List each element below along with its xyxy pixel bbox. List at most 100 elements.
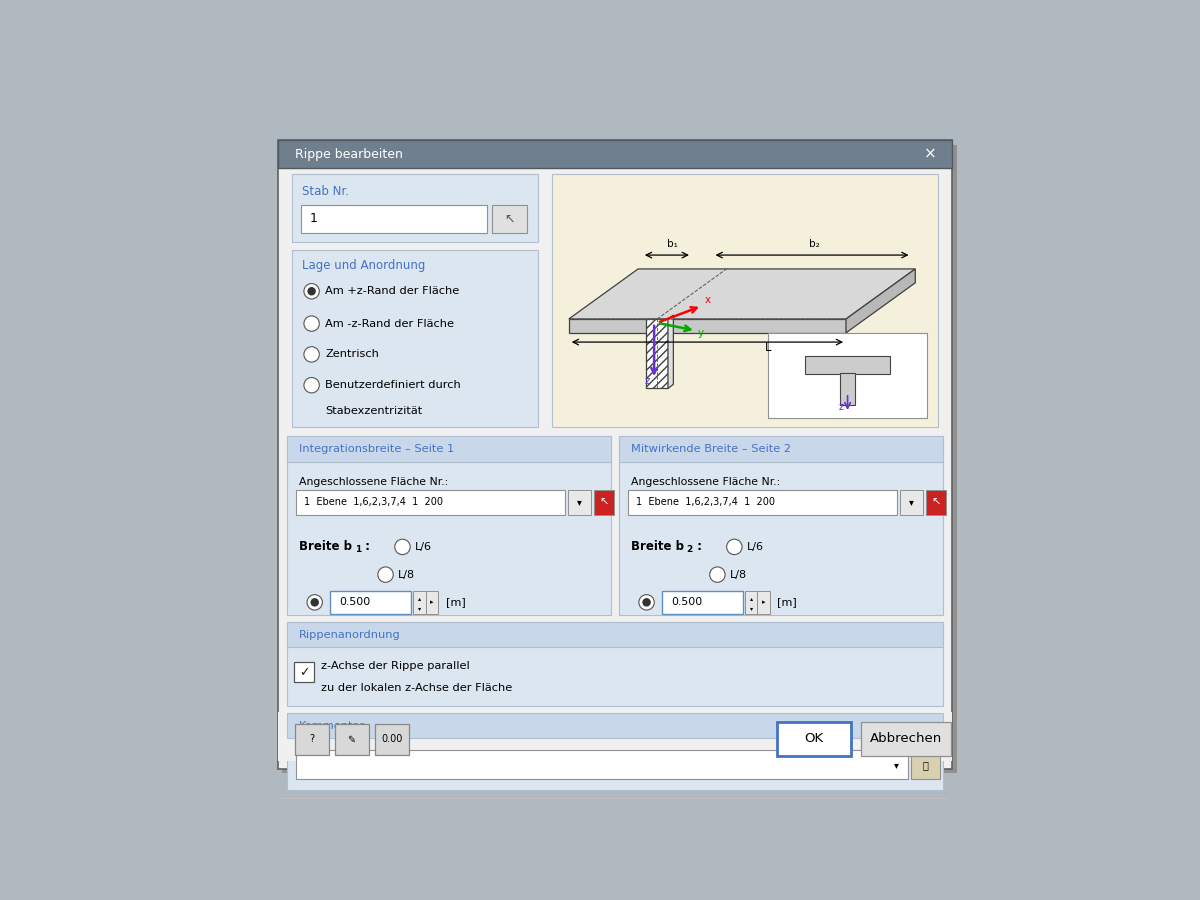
Text: Rippenanordnung: Rippenanordnung bbox=[299, 630, 401, 640]
Bar bbox=[287, 623, 943, 647]
Bar bbox=[287, 623, 943, 706]
Text: ×: × bbox=[924, 147, 937, 162]
Text: L/6: L/6 bbox=[746, 542, 763, 552]
Text: Breite b: Breite b bbox=[631, 540, 684, 554]
Circle shape bbox=[378, 567, 394, 582]
Bar bbox=[287, 436, 611, 615]
Bar bbox=[426, 590, 438, 614]
Text: z: z bbox=[644, 376, 650, 386]
Circle shape bbox=[395, 539, 410, 554]
Bar bbox=[900, 490, 923, 515]
Text: ↖: ↖ bbox=[931, 497, 941, 508]
Bar bbox=[662, 590, 743, 614]
Text: ▾: ▾ bbox=[418, 606, 421, 611]
Circle shape bbox=[727, 539, 742, 554]
Text: 📋: 📋 bbox=[923, 760, 929, 770]
Text: :: : bbox=[361, 540, 370, 554]
Text: ?: ? bbox=[310, 734, 314, 744]
Text: Angeschlossene Fläche Nr.:: Angeschlossene Fläche Nr.: bbox=[631, 477, 780, 487]
Text: 0.500: 0.500 bbox=[340, 598, 371, 608]
Bar bbox=[776, 722, 851, 756]
Bar bbox=[374, 724, 409, 755]
Text: Am +z-Rand der Fläche: Am +z-Rand der Fläche bbox=[325, 286, 460, 296]
Bar bbox=[292, 249, 538, 427]
Text: [m]: [m] bbox=[778, 598, 797, 608]
Bar bbox=[292, 175, 538, 242]
Bar bbox=[805, 356, 890, 374]
Text: Am -z-Rand der Fläche: Am -z-Rand der Fläche bbox=[325, 319, 455, 328]
Circle shape bbox=[638, 595, 654, 610]
Polygon shape bbox=[569, 269, 916, 319]
Text: Stabexzentrizität: Stabexzentrizität bbox=[325, 407, 422, 417]
Bar bbox=[287, 713, 943, 738]
Text: L: L bbox=[766, 341, 772, 355]
Bar bbox=[295, 724, 329, 755]
Bar bbox=[619, 436, 943, 463]
Text: 1: 1 bbox=[310, 212, 318, 225]
Bar bbox=[413, 590, 426, 614]
Text: 1  Ebene  1,6,2,3,7,4  1  200: 1 Ebene 1,6,2,3,7,4 1 200 bbox=[636, 497, 775, 508]
Bar bbox=[330, 590, 410, 614]
Text: ▸: ▸ bbox=[430, 599, 433, 606]
Bar bbox=[568, 490, 592, 515]
Bar bbox=[282, 145, 956, 773]
Text: 1  Ebene  1,6,2,3,7,4  1  200: 1 Ebene 1,6,2,3,7,4 1 200 bbox=[304, 497, 443, 508]
Text: Rippe bearbeiten: Rippe bearbeiten bbox=[295, 148, 402, 161]
Text: Kommentar: Kommentar bbox=[299, 721, 366, 731]
Text: ↖: ↖ bbox=[504, 212, 515, 225]
Text: z-Achse der Rippe parallel: z-Achse der Rippe parallel bbox=[320, 662, 469, 671]
Bar bbox=[277, 712, 953, 761]
Text: ▾: ▾ bbox=[577, 497, 582, 508]
Bar bbox=[619, 436, 943, 615]
Text: Breite b: Breite b bbox=[299, 540, 353, 554]
Bar bbox=[926, 490, 946, 515]
Bar bbox=[840, 373, 856, 405]
Bar bbox=[492, 205, 527, 233]
Polygon shape bbox=[846, 269, 916, 333]
Text: ▾: ▾ bbox=[910, 497, 914, 508]
Circle shape bbox=[304, 377, 319, 393]
Text: 0.500: 0.500 bbox=[671, 598, 702, 608]
Text: x: x bbox=[704, 295, 712, 305]
Circle shape bbox=[307, 595, 323, 610]
Circle shape bbox=[304, 346, 319, 362]
Bar bbox=[862, 722, 950, 756]
Text: 0.00: 0.00 bbox=[382, 734, 402, 744]
Text: ▸: ▸ bbox=[762, 599, 766, 606]
Text: L/8: L/8 bbox=[730, 570, 746, 580]
Text: zu der lokalen z-Achse der Fläche: zu der lokalen z-Achse der Fläche bbox=[320, 683, 512, 693]
Bar bbox=[594, 490, 614, 515]
Text: Angeschlossene Fläche Nr.:: Angeschlossene Fläche Nr.: bbox=[299, 477, 449, 487]
Text: L/6: L/6 bbox=[415, 542, 432, 552]
Polygon shape bbox=[647, 319, 668, 388]
Text: Mitwirkende Breite – Seite 2: Mitwirkende Breite – Seite 2 bbox=[631, 444, 791, 454]
Text: ▴: ▴ bbox=[750, 596, 752, 601]
Bar bbox=[745, 590, 757, 614]
Text: y: y bbox=[697, 328, 703, 338]
Text: ✓: ✓ bbox=[299, 666, 310, 679]
Circle shape bbox=[304, 316, 319, 331]
Text: b₁: b₁ bbox=[667, 239, 678, 249]
Bar bbox=[294, 662, 314, 682]
Text: Abbrechen: Abbrechen bbox=[870, 732, 942, 745]
Bar bbox=[287, 436, 611, 463]
Circle shape bbox=[642, 598, 650, 607]
Text: ▾: ▾ bbox=[750, 606, 752, 611]
Text: 1: 1 bbox=[355, 545, 361, 554]
Bar bbox=[277, 140, 953, 168]
Circle shape bbox=[709, 567, 725, 582]
Bar bbox=[296, 751, 907, 779]
Text: ↖: ↖ bbox=[600, 497, 608, 508]
Circle shape bbox=[311, 598, 319, 607]
Text: :: : bbox=[692, 540, 702, 554]
Text: ▴: ▴ bbox=[418, 596, 421, 601]
Bar bbox=[911, 751, 940, 779]
Text: ✎: ✎ bbox=[348, 734, 355, 744]
Bar bbox=[287, 713, 943, 790]
Bar bbox=[296, 490, 565, 515]
Text: b₂: b₂ bbox=[809, 239, 820, 249]
Text: OK: OK bbox=[804, 732, 823, 745]
Polygon shape bbox=[668, 315, 673, 388]
Bar bbox=[552, 175, 938, 427]
Polygon shape bbox=[569, 319, 846, 333]
